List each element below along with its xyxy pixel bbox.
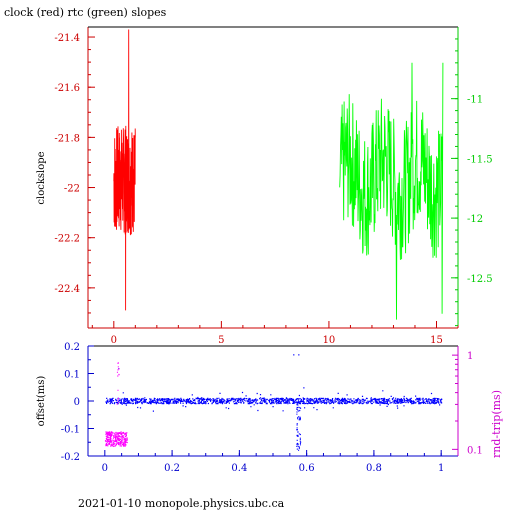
bottom-y-tick-label: 0.1: [64, 370, 80, 381]
top-x-tick-label: 15: [430, 335, 443, 346]
bottom-y2-tick-label: 0.1: [467, 445, 483, 456]
top-y-axis-label: clockslope: [36, 151, 47, 204]
top-y2-tick-label: -12.5: [467, 274, 493, 285]
top-y-tick-label: -21.4: [54, 33, 80, 44]
top-x-tick-label: 0: [111, 335, 117, 346]
top-y2-tick-label: -11: [467, 95, 483, 106]
top-y-tick-label: -22.4: [54, 284, 80, 295]
bottom-x-tick-label: 0.8: [366, 463, 382, 474]
bottom-y-tick-label: 0.2: [64, 342, 80, 353]
bottom-x-tick-label: 0.6: [299, 463, 315, 474]
top-x-tick-label: 5: [218, 335, 224, 346]
rtc-series-line: [339, 62, 444, 320]
bottom-x-tick-label: 0.2: [164, 463, 180, 474]
top-y2-tick-label: -12: [467, 214, 483, 225]
bottom-y2-tick-label: 1: [467, 351, 473, 362]
top-y2-tick-label: -11.5: [467, 154, 493, 165]
offset-outlier-point: [298, 354, 300, 356]
top-y-tick-label: -22.2: [54, 234, 80, 245]
bottom-x-tick-label: 0.4: [231, 463, 247, 474]
clock-series-line: [113, 29, 136, 311]
bottom-y-tick-label: -0.2: [61, 452, 80, 463]
bottom-x-tick-label: 1: [438, 463, 444, 474]
top-y-tick-label: -21.8: [54, 133, 80, 144]
offset-outlier-point: [293, 354, 295, 356]
bottom-y-axis-label: offset(ms): [36, 376, 47, 427]
offset-outlier-point: [303, 387, 305, 389]
rndtrip-series-points: [104, 362, 128, 447]
bottom-y-tick-label: -0.1: [61, 425, 80, 436]
bottom-y2-axis-label: rnd-trip(ms): [490, 390, 503, 458]
bottom-x-tick-label: 0: [102, 463, 108, 474]
top-y-tick-label: -22: [64, 184, 80, 195]
offset-series-points: [105, 390, 443, 451]
chart-title: clock (red) rtc (green) slopes: [4, 6, 167, 19]
footer-caption: 2021-01-10 monopole.physics.ubc.ca: [78, 497, 285, 510]
bottom-y-tick-label: 0: [74, 397, 80, 408]
top-y-tick-label: -21.6: [54, 83, 80, 94]
top-x-tick-label: 10: [323, 335, 336, 346]
